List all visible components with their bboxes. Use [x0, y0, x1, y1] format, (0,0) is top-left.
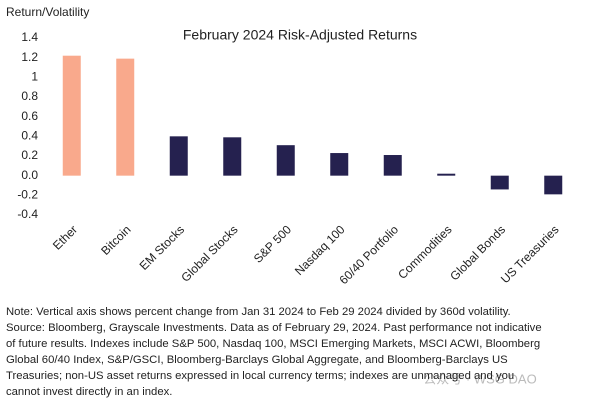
y-tick-label: 1.4 — [21, 30, 38, 44]
note-line: cannot invest directly in an index. — [6, 386, 172, 398]
bar — [437, 173, 456, 176]
y-tick-label: 0.6 — [21, 109, 38, 123]
bar — [116, 58, 135, 176]
y-tick-label: -0.2 — [17, 188, 38, 202]
bar — [383, 155, 402, 176]
bar — [169, 136, 188, 176]
chart-title: February 2024 Risk-Adjusted Returns — [183, 27, 417, 43]
y-tick-label: 0.0 — [21, 168, 38, 182]
y-tick-label: -0.4 — [17, 207, 38, 221]
bar — [544, 175, 563, 195]
x-tick-label: Nasdaq 100 — [292, 222, 348, 278]
bar — [276, 145, 295, 176]
x-tick-label: S&P 500 — [251, 222, 294, 265]
note-line: Global 60/40 Index, S&P/GSCI, Bloomberg-… — [6, 354, 508, 366]
bar — [490, 175, 509, 190]
note-line: Treasuries; non-US asset returns express… — [6, 370, 514, 382]
y-tick-label: 1 — [31, 70, 38, 84]
x-tick-label: Commodities — [395, 222, 454, 281]
y-tick-label: 0.8 — [21, 89, 38, 103]
x-tick-label: Global Stocks — [178, 222, 240, 284]
note-line: Note: Vertical axis shows percent change… — [6, 306, 511, 318]
y-tick-label: 0.2 — [21, 148, 38, 162]
x-tick-label: Ether — [50, 222, 80, 252]
x-tick-label: EM Stocks — [137, 222, 187, 272]
y-axis-label: Return/Volatility — [6, 5, 89, 19]
x-tick-label: Bitcoin — [98, 222, 133, 257]
bar — [330, 153, 349, 176]
bar — [62, 55, 81, 176]
y-tick-label: 0.4 — [21, 129, 38, 143]
note-line: Source: Bloomberg, Grayscale Investments… — [6, 322, 542, 334]
note-line: of future results. Indexes include S&P 5… — [6, 338, 540, 350]
bar — [223, 137, 242, 176]
y-tick-label: 1.2 — [21, 50, 38, 64]
watermark: 公众号 · WSG DAO — [423, 371, 536, 386]
